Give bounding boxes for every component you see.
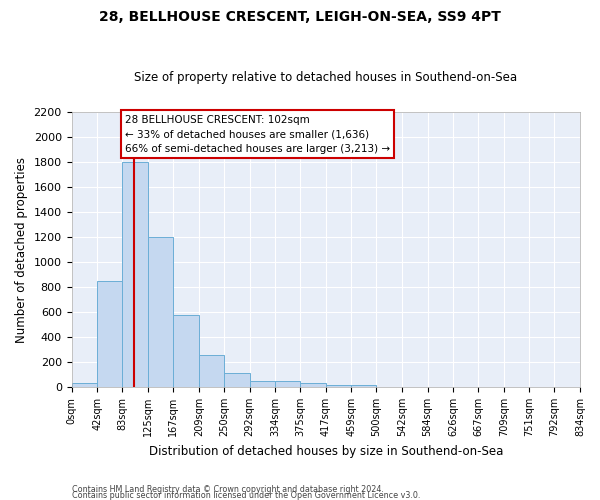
Bar	[326, 384, 352, 387]
Title: Size of property relative to detached houses in Southend-on-Sea: Size of property relative to detached ho…	[134, 72, 517, 85]
Bar	[352, 385, 376, 387]
Bar	[224, 372, 250, 387]
Bar	[199, 355, 224, 387]
Text: Contains HM Land Registry data © Crown copyright and database right 2024.: Contains HM Land Registry data © Crown c…	[72, 484, 384, 494]
Text: Contains public sector information licensed under the Open Government Licence v3: Contains public sector information licen…	[72, 490, 421, 500]
Bar	[122, 162, 148, 387]
Bar	[300, 384, 326, 387]
X-axis label: Distribution of detached houses by size in Southend-on-Sea: Distribution of detached houses by size …	[149, 444, 503, 458]
Bar	[148, 237, 173, 387]
Y-axis label: Number of detached properties: Number of detached properties	[15, 156, 28, 342]
Bar	[173, 314, 199, 387]
Bar	[275, 382, 300, 387]
Text: 28, BELLHOUSE CRESCENT, LEIGH-ON-SEA, SS9 4PT: 28, BELLHOUSE CRESCENT, LEIGH-ON-SEA, SS…	[99, 10, 501, 24]
Text: 28 BELLHOUSE CRESCENT: 102sqm
← 33% of detached houses are smaller (1,636)
66% o: 28 BELLHOUSE CRESCENT: 102sqm ← 33% of d…	[125, 114, 391, 154]
Bar	[97, 281, 122, 387]
Bar	[71, 384, 97, 387]
Bar	[250, 382, 275, 387]
